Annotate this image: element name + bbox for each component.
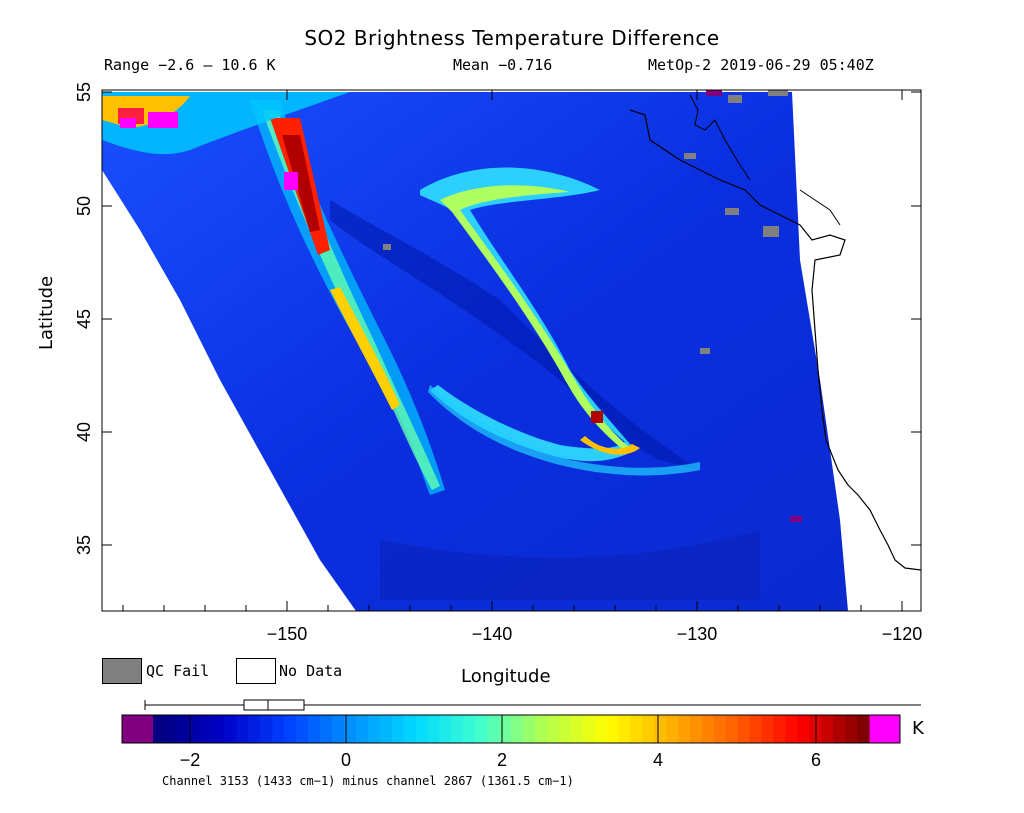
colorbar-cell [582,715,596,743]
colorbar-cell [797,715,810,743]
colorbar-cell [415,715,429,743]
colorbar-cell [176,715,190,743]
plot-frame [101,89,922,612]
range-text: Range −2.6 – 10.6 K [104,56,276,74]
colorbar-cell [546,715,560,743]
colorbar-cell [153,715,166,743]
colorbar-cell [737,715,751,743]
colorbar-cell [355,715,369,743]
colorbar-tick-label: 4 [653,750,663,770]
colorbar-cell [439,715,452,743]
colorbar-cell [666,715,679,743]
colorbar-cell [570,715,584,743]
colorbar-cell [451,715,464,743]
x-tick-label: −130 [677,624,718,644]
colorbar-cell [761,715,775,743]
colorbar-cell [308,715,321,743]
distribution-bar [144,699,921,711]
colorbar-cell [499,715,512,743]
colorbar-cell [122,715,153,743]
colorbar-cell [296,715,309,743]
colorbar-tick-label: 6 [811,750,821,770]
colorbar-cell [284,715,297,743]
colorbar-cell [642,715,655,743]
colorbar-cell [606,715,619,743]
y-axis-label: Latitude [36,275,57,350]
colorbar-cell [188,715,202,743]
colorbar-cell [200,715,214,743]
qc-fail-swatch [102,658,142,684]
colorbar-cell [260,715,273,743]
y-tick-label: 50 [74,196,94,216]
colorbar-cell [320,715,333,743]
map-title: SO2 Brightness Temperature Difference [304,26,720,50]
colorbar-cell [654,715,667,743]
colorbar-cell [272,715,285,743]
colorbar-cell [534,715,548,743]
x-tick-label: −140 [472,624,513,644]
map-data-layer [102,90,921,611]
colorbar-cell [558,715,572,743]
colorbar-cell [236,715,250,743]
y-tick-marks [102,91,921,546]
colorbar-cell [391,715,405,743]
colorbar-cell [630,715,643,743]
colorbar-cell [845,715,858,743]
colorbar-cell [833,715,846,743]
colorbar-cell [343,715,357,743]
colorbar-cell [164,715,178,743]
y-tick-label: 55 [74,82,94,102]
colorbar-cell [487,715,500,743]
colorbar-cell [403,715,417,743]
colorbar-tick-label: 2 [497,750,507,770]
colorbar-unit: K [912,718,924,739]
qc-fail-label: QC Fail [146,662,210,680]
colorbar-cell [367,715,381,743]
x-axis-label: Longitude [461,666,551,687]
no-data-label: No Data [279,662,343,680]
colorbar-cell [678,715,691,743]
y-tick-label: 35 [74,535,94,555]
colorbar-cell [224,715,238,743]
colorbar-cell [773,715,787,743]
colorbar-cell [857,715,870,743]
y-tick-label: 45 [74,309,94,329]
colorbar-cell [248,715,261,743]
no-data-swatch [236,658,276,684]
colorbar-cell [427,715,440,743]
mean-text: Mean −0.716 [453,56,553,74]
x-tick-label: −120 [882,624,923,644]
x-tick-marks [122,90,903,611]
colorbar-tick-label: −2 [180,750,201,770]
colorbar-cell [713,715,727,743]
channel-footnote: Channel 3153 (1433 cm−1) minus channel 2… [162,774,574,788]
colorbar-cell [701,715,715,743]
colorbar-ticks [189,715,817,743]
colorbar-cell [463,715,476,743]
colorbar-cell [212,715,226,743]
satellite-time-text: MetOp-2 2019-06-29 05:40Z [648,56,874,74]
coastline [629,109,921,571]
colorbar-cell [522,715,536,743]
colorbar [122,715,900,743]
colorbar-cell [821,715,834,743]
colorbar-tick-label: 0 [341,750,351,770]
colorbar-cell [594,715,608,743]
colorbar-cell [379,715,393,743]
colorbar-cell [332,715,345,743]
swath-area [102,92,848,611]
colorbar-cell [618,715,631,743]
colorbar-cell [869,715,900,743]
colorbar-cell [511,715,524,743]
colorbar-cell [749,715,763,743]
colorbar-cell [785,715,798,743]
colorbar-cell [725,715,739,743]
y-tick-label: 40 [74,422,94,442]
colorbar-cell [690,715,703,743]
colorbar-cell [475,715,488,743]
x-tick-label: −150 [267,624,308,644]
